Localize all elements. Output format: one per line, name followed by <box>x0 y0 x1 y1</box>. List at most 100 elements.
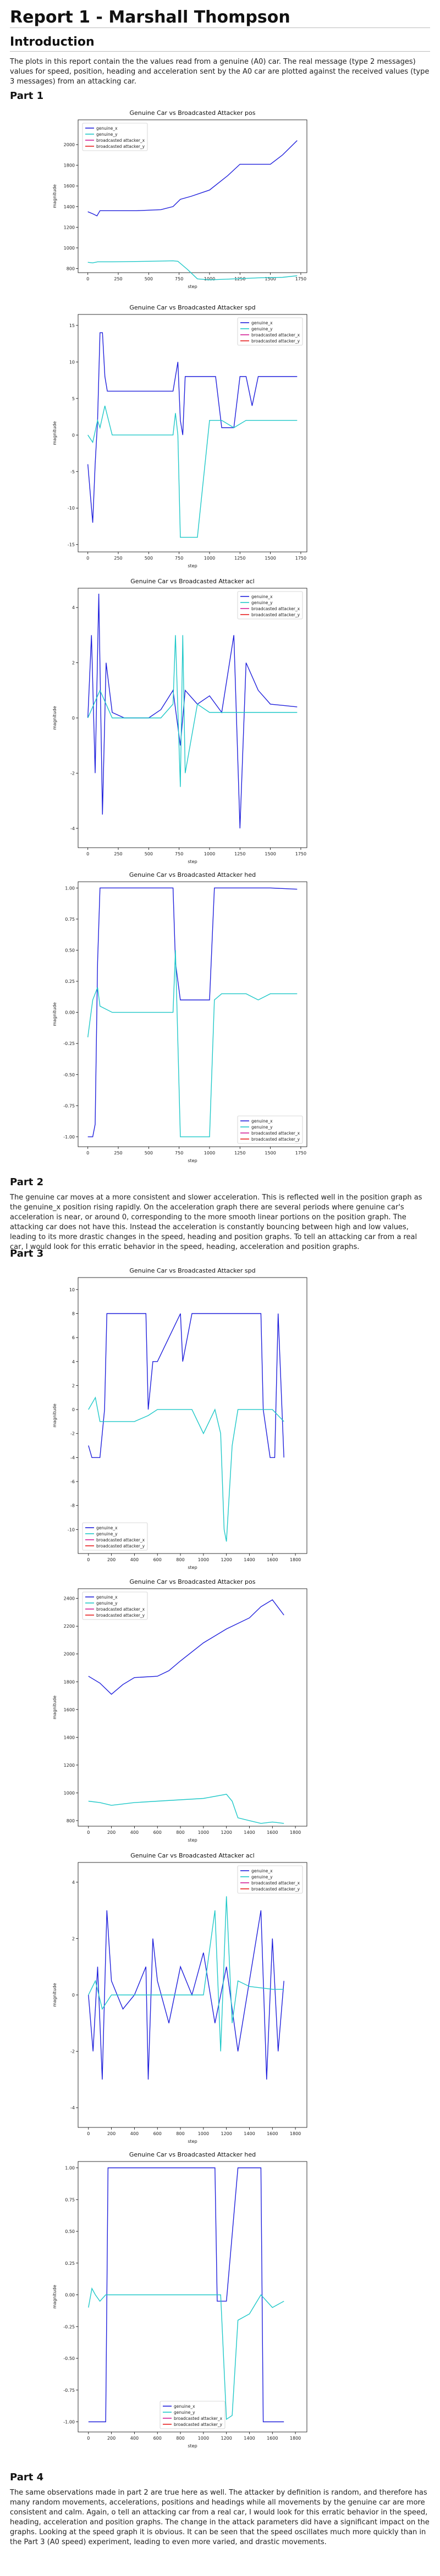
x-tick-label: 600 <box>153 1830 162 1835</box>
x-tick-label: 200 <box>107 2131 116 2136</box>
y-tick-label: -0.50 <box>63 1073 75 1077</box>
chart-svg: Genuine Car vs Broadcasted Attacker acl 0… <box>52 1852 307 2144</box>
series-line-genuine_x <box>88 1599 284 1695</box>
y-axis-label: magnitude <box>52 706 57 729</box>
x-tick-label: 400 <box>130 2436 139 2441</box>
y-tick-label: -0.25 <box>63 2324 75 2329</box>
x-tick-label: 1000 <box>198 1557 209 1562</box>
x-tick-label: 1200 <box>221 2436 232 2441</box>
y-tick-label: 0.75 <box>65 2197 75 2202</box>
y-tick-label: -5 <box>70 469 75 474</box>
page-title: Report 1 - Marshall Thompson <box>10 8 290 27</box>
y-tick-label: 2000 <box>64 1652 75 1657</box>
y-tick-label: 0.75 <box>65 917 75 922</box>
plot-frame <box>78 881 307 1147</box>
x-tick-label: 1750 <box>295 1151 306 1156</box>
x-tick-label: 400 <box>130 2131 139 2136</box>
y-tick-label: -0.75 <box>63 2388 75 2393</box>
introduction-paragraph: The plots in this report contain the the… <box>10 58 430 86</box>
x-tick-label: 0 <box>86 556 89 561</box>
series-line-genuine_y <box>88 2287 284 2420</box>
x-axis-label: step <box>188 284 197 289</box>
x-tick-label: 250 <box>114 852 122 856</box>
y-tick-label: -15 <box>68 543 75 548</box>
legend-label: broadcasted attacker_x <box>251 333 300 338</box>
series-line-genuine_y <box>88 1794 284 1824</box>
plot-frame <box>78 314 307 552</box>
x-tick-label: 500 <box>145 556 153 561</box>
y-tick-label: -2 <box>70 1431 75 1436</box>
x-tick-label: 1200 <box>221 2131 232 2136</box>
y-axis-label: magnitude <box>52 1695 57 1719</box>
y-tick-label: -8 <box>70 1503 75 1508</box>
chart-svg: Genuine Car vs Broadcasted Attacker spd 0… <box>52 304 307 568</box>
chart-title: Genuine Car vs Broadcasted Attacker hed <box>129 871 256 878</box>
y-tick-label: 1600 <box>64 1707 75 1712</box>
series-line-genuine_x <box>87 593 298 828</box>
x-tick-label: 0 <box>87 1557 90 1562</box>
x-tick-label: 750 <box>175 556 183 561</box>
chart-title: Genuine Car vs Broadcasted Attacker pos <box>129 109 255 117</box>
legend-box <box>160 2401 226 2429</box>
legend-box <box>82 1591 148 1620</box>
y-tick-label: -0.25 <box>63 1041 75 1046</box>
x-tick-label: 1000 <box>198 2131 209 2136</box>
y-tick-label: -1.00 <box>63 1135 75 1140</box>
x-tick-label: 1750 <box>295 852 306 856</box>
x-tick-label: 0 <box>86 852 89 856</box>
chart-svg: Genuine Car vs Broadcasted Attacker pos 0… <box>52 109 307 289</box>
x-tick-label: 200 <box>107 2436 116 2441</box>
y-tick-label: 5 <box>72 396 75 401</box>
series-line-genuine_y <box>88 1896 284 2052</box>
legend-label: genuine_y <box>251 1125 273 1130</box>
y-tick-label: 2 <box>72 1383 75 1388</box>
x-tick-label: 1600 <box>267 2436 278 2441</box>
chart-title: Genuine Car vs Broadcasted Attacker spd <box>129 304 255 311</box>
legend-label: broadcasted attacker_y <box>251 1137 300 1142</box>
y-tick-label: 1800 <box>64 163 75 168</box>
x-tick-label: 750 <box>175 277 183 281</box>
legend-box <box>237 1115 303 1144</box>
legend-label: genuine_y <box>96 1532 118 1536</box>
x-tick-label: 1500 <box>265 1151 276 1156</box>
x-tick-label: 500 <box>145 277 153 281</box>
y-axis-label: magnitude <box>52 184 57 208</box>
chart-title: Genuine Car vs Broadcasted Attacker pos <box>129 1578 255 1585</box>
x-tick-label: 1250 <box>234 852 245 856</box>
section-heading-part-2: Part 2 <box>10 1176 44 1188</box>
x-tick-label: 1200 <box>221 1830 232 1835</box>
y-tick-label: -1.00 <box>63 2420 75 2425</box>
chart-svg: Genuine Car vs Broadcasted Attacker spd 0… <box>52 1267 307 1570</box>
y-tick-label: -2 <box>70 2049 75 2054</box>
y-tick-label: 2 <box>72 661 75 666</box>
legend-label: broadcasted attacker_y <box>96 1544 145 1549</box>
legend-label: genuine_y <box>96 132 118 137</box>
y-tick-label: 0.50 <box>65 2229 75 2234</box>
x-tick-label: 1600 <box>267 2131 278 2136</box>
y-tick-label: 800 <box>67 266 75 271</box>
legend-label: genuine_x <box>96 126 118 131</box>
x-tick-label: 1800 <box>290 1557 301 1562</box>
y-tick-label: -0.75 <box>63 1103 75 1108</box>
series-line-genuine_y <box>87 260 298 280</box>
y-tick-label: 15 <box>69 323 75 328</box>
section-heading-part-4: Part 4 <box>10 2472 44 2483</box>
series-line-genuine_x <box>87 332 298 523</box>
chart-part1-pos: Genuine Car vs Broadcasted Attacker pos 0… <box>50 107 314 291</box>
title-underline <box>10 27 430 28</box>
legend-label: broadcasted attacker_y <box>251 612 300 617</box>
legend-label: genuine_y <box>251 327 273 331</box>
legend-label: broadcasted attacker_y <box>251 1887 300 1892</box>
x-tick-label: 500 <box>145 1151 153 1156</box>
legend-label: broadcasted attacker_y <box>174 2422 223 2427</box>
legend-label: broadcasted attacker_x <box>251 1131 300 1136</box>
x-tick-label: 1500 <box>265 556 276 561</box>
y-axis-label: magnitude <box>52 2285 57 2308</box>
chart-svg: Genuine Car vs Broadcasted Attacker hed 0… <box>52 871 307 1163</box>
y-axis-label: magnitude <box>52 1983 57 2006</box>
x-tick-label: 1800 <box>290 1830 301 1835</box>
legend-label: genuine_x <box>96 1595 118 1600</box>
